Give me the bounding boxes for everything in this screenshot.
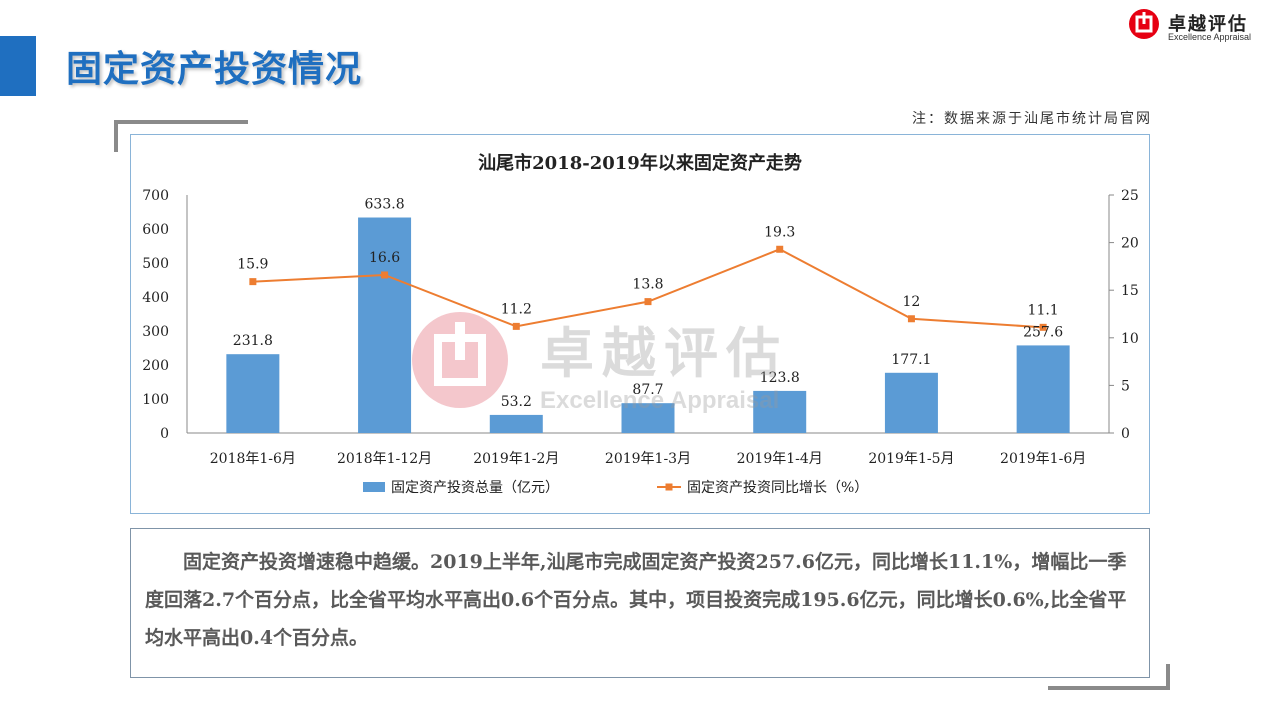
- x-tick-label: 2019年1-2月: [473, 451, 559, 467]
- logo-en-text: Excellence Appraisal: [1168, 32, 1252, 42]
- line-point: [907, 315, 915, 323]
- right-tick-label: 5: [1121, 378, 1130, 394]
- right-tick-label: 20: [1121, 236, 1139, 252]
- left-tick-label: 700: [142, 188, 169, 204]
- line-value-label: 19.3: [764, 224, 795, 240]
- bar: [884, 372, 938, 433]
- right-tick-label: 0: [1121, 426, 1130, 442]
- bar-value-label: 633.8: [365, 197, 405, 213]
- bar-value-label: 53.2: [501, 394, 532, 410]
- left-tick-label: 0: [160, 426, 169, 442]
- x-tick-label: 2019年1-5月: [868, 451, 954, 467]
- company-logo: 卓越评估 Excellence Appraisal: [1128, 8, 1276, 44]
- bar: [489, 414, 543, 433]
- x-tick-label: 2019年1-4月: [737, 451, 823, 467]
- logo-mark-icon: [1129, 9, 1159, 39]
- line-point: [381, 271, 389, 279]
- bar: [753, 390, 807, 433]
- line-value-label: 11.2: [501, 301, 532, 317]
- bar-value-label: 177.1: [891, 352, 931, 368]
- x-tick-label: 2018年1-6月: [210, 451, 296, 467]
- legend-bar-label: 固定资产投资总量（亿元）: [391, 480, 559, 496]
- left-tick-label: 100: [142, 392, 169, 408]
- page-title: 固定资产投资情况: [66, 49, 363, 90]
- x-tick-label: 2019年1-6月: [1000, 451, 1086, 467]
- chart-title: 汕尾市2018-2019年以来固定资产走势: [478, 152, 802, 174]
- summary-text: 固定资产投资增速稳中趋缓。2019上半年,汕尾市完成固定资产投资257.6亿元，…: [145, 551, 1127, 649]
- logo-cn-text: 卓越评估: [1168, 14, 1248, 35]
- line-value-label: 15.9: [237, 257, 268, 273]
- line-point: [249, 278, 257, 286]
- bar-value-label: 123.8: [760, 370, 800, 386]
- line-point: [512, 322, 520, 330]
- left-tick-label: 400: [142, 290, 169, 306]
- bar: [621, 403, 675, 433]
- line-value-label: 13.8: [632, 277, 663, 293]
- right-tick-label: 10: [1121, 331, 1139, 347]
- corner-decoration-top-left: [114, 120, 248, 152]
- combo-chart: 汕尾市2018-2019年以来固定资产走势 010020030040050060…: [142, 152, 1139, 496]
- legend-line-label: 固定资产投资同比增长（%）: [687, 480, 868, 496]
- corner-decoration-bottom-right: [1048, 664, 1170, 690]
- bar-value-label: 87.7: [632, 382, 663, 398]
- left-tick-label: 600: [142, 222, 169, 238]
- bar: [226, 354, 280, 433]
- legend-line-marker: [665, 483, 673, 491]
- chart-panel: 汕尾市2018-2019年以来固定资产走势 0 100 200 300 400 500 60…: [130, 134, 1150, 514]
- line-value-label: 12: [903, 294, 921, 310]
- line-point: [644, 298, 652, 306]
- title-accent-bar: [0, 36, 36, 96]
- summary-panel: 固定资产投资增速稳中趋缓。2019上半年,汕尾市完成固定资产投资257.6亿元，…: [130, 528, 1150, 678]
- right-tick-label: 15: [1121, 283, 1139, 299]
- line-value-label: 16.6: [369, 250, 400, 266]
- bar: [1016, 345, 1070, 433]
- bar-value-label: 231.8: [233, 333, 273, 349]
- x-tick-label: 2019年1-3月: [605, 451, 691, 467]
- left-tick-label: 300: [142, 324, 169, 340]
- left-tick-label: 200: [142, 358, 169, 374]
- line-value-label: 11.1: [1028, 302, 1059, 318]
- legend-bar-swatch: [363, 482, 385, 492]
- bar-value-label: 257.6: [1023, 324, 1063, 340]
- line-point: [1039, 323, 1047, 331]
- line-point: [776, 245, 784, 253]
- right-tick-label: 25: [1121, 188, 1139, 204]
- source-note: 注：数据来源于汕尾市统计局官网: [912, 111, 1152, 127]
- bar: [358, 217, 412, 433]
- x-tick-label: 2018年1-12月: [337, 451, 432, 467]
- left-tick-label: 500: [142, 256, 169, 272]
